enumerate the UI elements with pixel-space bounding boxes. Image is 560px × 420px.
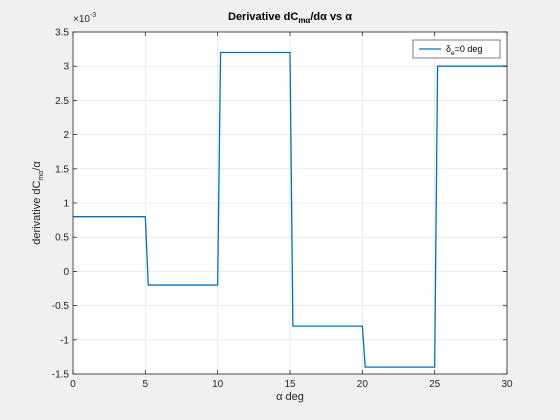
y-tick-label: 0.5 bbox=[55, 233, 69, 244]
x-tick-label: 20 bbox=[357, 379, 369, 390]
y-tick-label: 0 bbox=[63, 267, 69, 278]
y-exponent-label: ×10-3 bbox=[73, 12, 96, 25]
y-tick-labels: -1.5 -1 -0.5 0 0.5 1 1.5 2 2.5 3 3.5 bbox=[52, 28, 70, 381]
y-exponent-base: ×10 bbox=[73, 14, 90, 25]
y-tick-label: -0.5 bbox=[52, 301, 70, 312]
y-tick-label: 3 bbox=[63, 62, 69, 73]
x-tick-label: 0 bbox=[70, 379, 76, 390]
x-tick-label: 25 bbox=[429, 379, 441, 390]
x-tick-label: 15 bbox=[284, 379, 296, 390]
x-tick-labels: 0 5 10 15 20 25 30 bbox=[70, 379, 513, 390]
legend-box bbox=[412, 39, 501, 59]
y-tick-label: 2.5 bbox=[55, 96, 69, 107]
tick-marks bbox=[72, 31, 508, 375]
series-layer bbox=[73, 51, 507, 368]
y-tick-label: -1 bbox=[60, 335, 69, 346]
chart-title: Derivative dCmα/dα vs α bbox=[228, 11, 352, 25]
chart-title-sub: mα bbox=[298, 16, 310, 25]
y-tick-label: -1.5 bbox=[52, 370, 70, 381]
y-tick-label: 1.5 bbox=[55, 164, 69, 175]
chart-title-main: Derivative dC bbox=[228, 11, 298, 23]
y-axis-label: derivative dCmα/α bbox=[31, 161, 45, 245]
legend-entry-sub: e bbox=[451, 50, 455, 57]
series-line bbox=[73, 51, 507, 368]
chart-title-tail: /dα vs α bbox=[310, 11, 352, 23]
legend: δe=0 deg bbox=[412, 39, 501, 59]
x-axis-label: α deg bbox=[276, 391, 304, 403]
y-axis-label-sub: mα bbox=[38, 171, 45, 181]
x-tick-label: 10 bbox=[212, 379, 224, 390]
y-tick-label: 2 bbox=[63, 130, 69, 141]
legend-entry-label: δe=0 deg bbox=[446, 44, 482, 57]
y-axis-label-main: derivative dC bbox=[31, 181, 43, 245]
legend-entry-name: δ bbox=[446, 44, 451, 54]
x-tick-label: 5 bbox=[143, 379, 149, 390]
y-exponent-power: -3 bbox=[90, 12, 96, 19]
x-tick-label: 30 bbox=[501, 379, 513, 390]
y-tick-label: 1 bbox=[63, 199, 69, 210]
legend-entry-tail: =0 deg bbox=[455, 44, 483, 54]
y-tick-label: 3.5 bbox=[55, 28, 69, 39]
y-axis-label-tail: /α bbox=[31, 161, 43, 171]
